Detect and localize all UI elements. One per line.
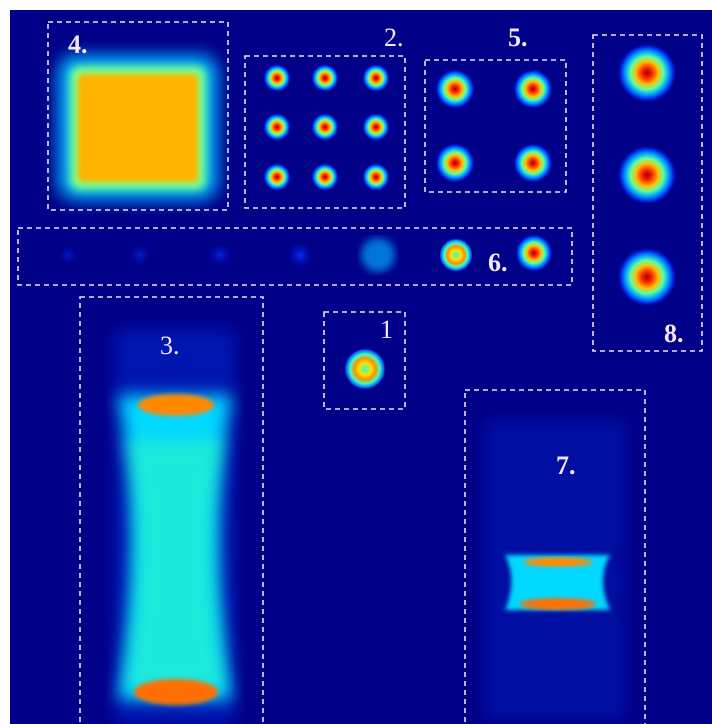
panel-1 bbox=[323, 311, 406, 410]
panel-label: 7. bbox=[556, 451, 576, 480]
panel-label: 1 bbox=[380, 315, 393, 344]
panel-label: 2. bbox=[384, 23, 404, 52]
panel-2 bbox=[244, 55, 406, 209]
panel-label: 6. bbox=[488, 248, 508, 277]
panel-4 bbox=[47, 21, 229, 211]
panel-3 bbox=[79, 296, 264, 724]
panel-8 bbox=[592, 34, 703, 352]
panel-5 bbox=[424, 59, 567, 193]
panel-6 bbox=[17, 227, 573, 286]
panel-label: 3. bbox=[160, 331, 180, 360]
panel-label: 5. bbox=[508, 23, 528, 52]
panel-label: 4. bbox=[68, 30, 88, 59]
panel-label: 8. bbox=[664, 319, 684, 348]
panel-7 bbox=[464, 389, 646, 724]
